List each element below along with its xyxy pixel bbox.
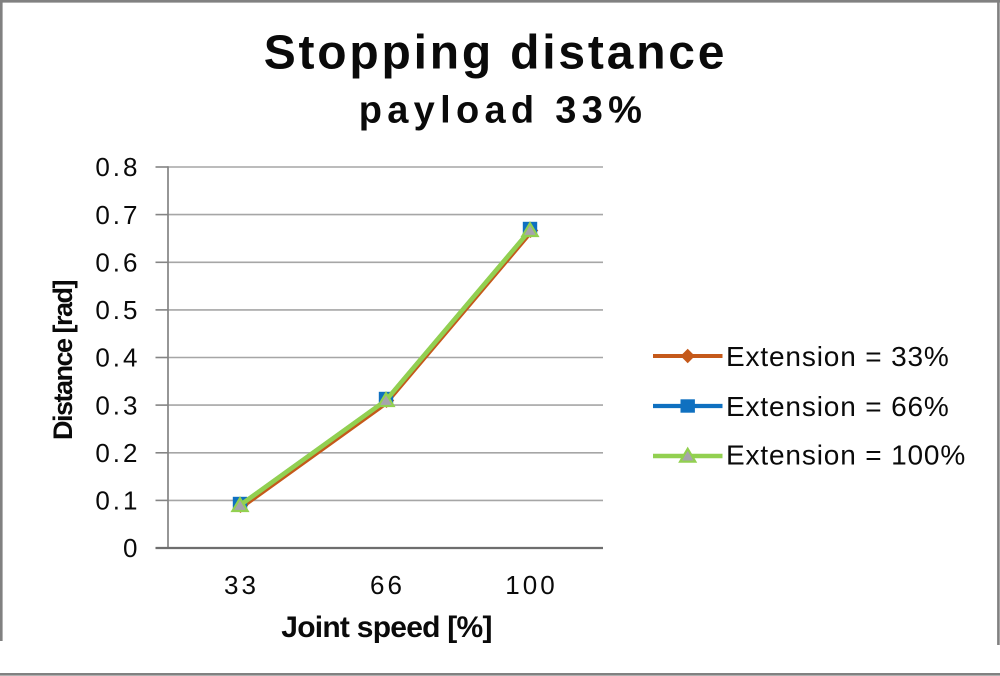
svg-text:0.3: 0.3: [95, 390, 140, 420]
svg-text:Stopping distance: Stopping distance: [264, 27, 728, 80]
svg-text:payload 33%: payload 33%: [359, 90, 648, 132]
svg-text:0: 0: [123, 533, 140, 563]
svg-text:Extension = 33%: Extension = 33%: [726, 341, 950, 372]
svg-text:Extension = 66%: Extension = 66%: [726, 391, 950, 422]
svg-text:Extension = 100%: Extension = 100%: [726, 440, 966, 471]
svg-text:Joint speed [%]: Joint speed [%]: [281, 611, 491, 644]
svg-text:0.6: 0.6: [95, 248, 140, 278]
svg-text:Distance [rad]: Distance [rad]: [48, 280, 78, 440]
svg-text:100: 100: [505, 570, 557, 600]
svg-text:0.1: 0.1: [95, 486, 140, 516]
svg-text:0.4: 0.4: [95, 343, 140, 373]
svg-text:0.7: 0.7: [95, 200, 140, 230]
svg-text:33: 33: [224, 570, 259, 600]
svg-text:0.8: 0.8: [95, 152, 140, 182]
svg-text:0.5: 0.5: [95, 295, 140, 325]
svg-text:66: 66: [370, 570, 405, 600]
svg-text:0.2: 0.2: [95, 438, 140, 468]
